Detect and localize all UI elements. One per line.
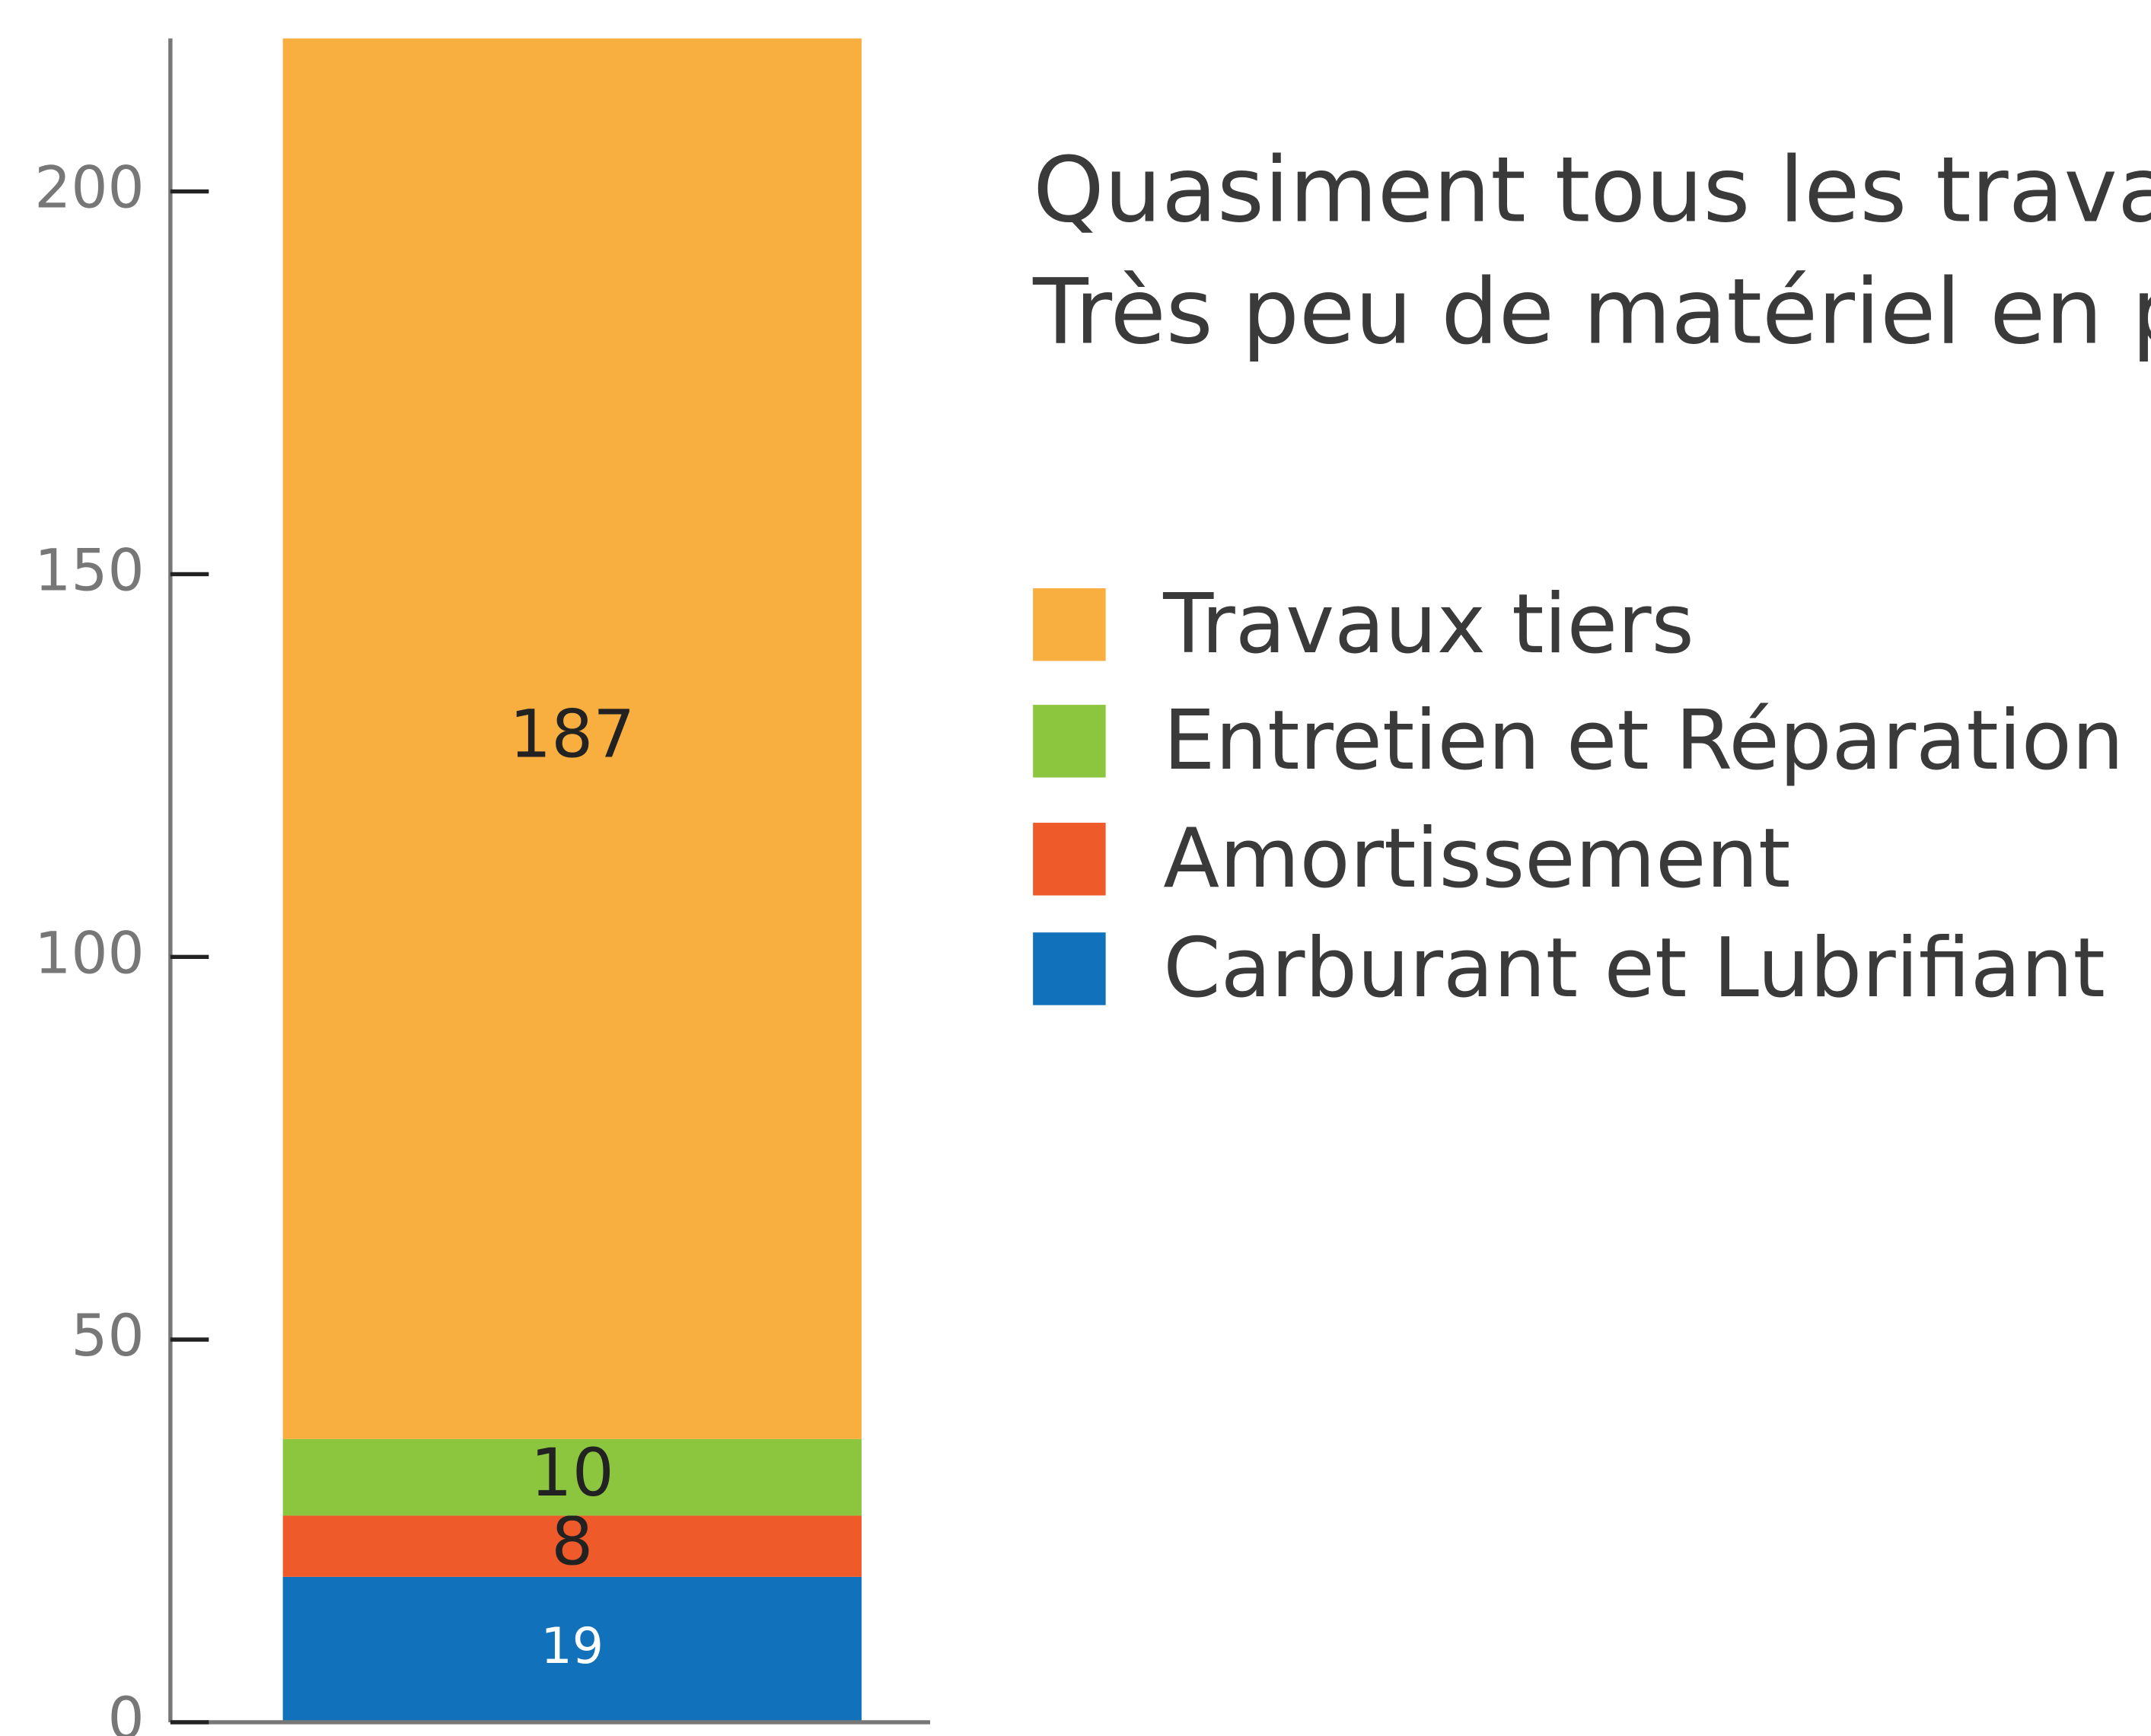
- bar-segment: [282, 1438, 862, 1516]
- bar-segment: [282, 1576, 862, 1722]
- legend-label: Entretien et Réparation: [1163, 693, 2124, 788]
- legend-swatch: [1033, 705, 1106, 778]
- legend-label: Amortissement: [1163, 811, 1790, 906]
- annotation: Quasiment tous les travaux: [1033, 138, 2151, 243]
- y-tick-label: 150: [34, 537, 144, 604]
- data-label: 10: [531, 1435, 614, 1511]
- y-tick-label: 50: [71, 1302, 144, 1369]
- legend-label: Travaux tiers: [1162, 577, 1694, 672]
- data-label: 8: [551, 1505, 593, 1581]
- data-label: 19: [540, 1618, 604, 1675]
- legend-label: Carburant et Lubrifiant: [1163, 921, 2105, 1016]
- y-tick-label: 100: [34, 919, 144, 986]
- bar-segment: [282, 38, 862, 1439]
- legend-swatch: [1033, 588, 1106, 661]
- bars: 19 810 187: [282, 38, 862, 1722]
- annotation: Très peu de matériel en pro: [1032, 260, 2151, 365]
- bar-segment: [282, 1515, 862, 1577]
- legend-swatch: [1033, 823, 1106, 896]
- y-tick-label: 200: [34, 154, 144, 221]
- legend-swatch: [1033, 932, 1106, 1005]
- y-tick-label: 0: [107, 1685, 144, 1736]
- data-label: 187: [509, 697, 635, 773]
